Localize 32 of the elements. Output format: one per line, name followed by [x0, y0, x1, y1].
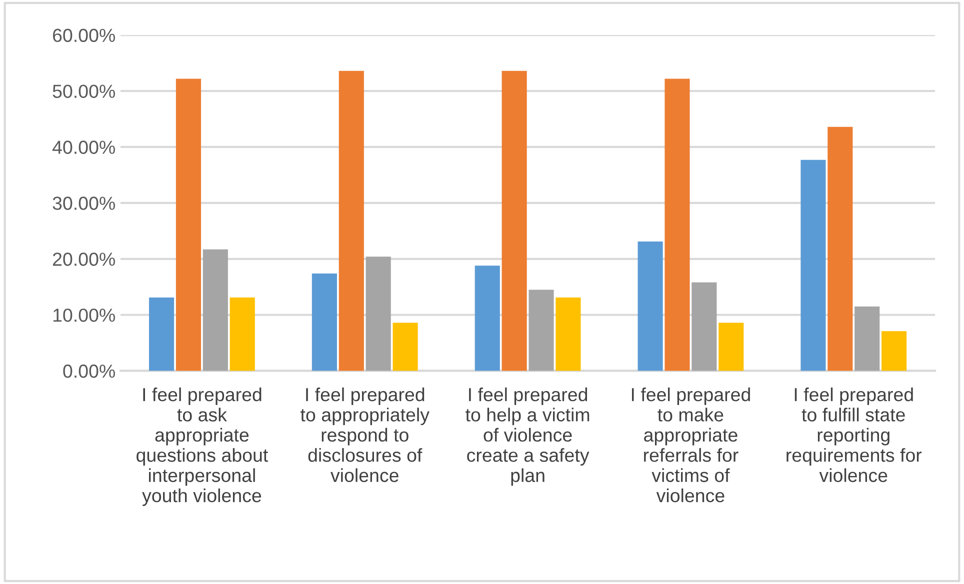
y-tick-label: 0.00%: [63, 364, 115, 378]
bar: [556, 298, 581, 371]
x-tick-label: I feel prepared to fulfill state reporting requirements for violence: [786, 388, 922, 482]
bar: [800, 160, 826, 371]
bar: [528, 290, 554, 371]
bar: [230, 298, 255, 371]
bar: [692, 282, 717, 371]
bar: [176, 78, 202, 371]
bar: [664, 78, 690, 371]
y-tick-label: 20.00%: [52, 252, 115, 266]
bar: [474, 266, 500, 371]
y-tick-label: 50.00%: [52, 84, 115, 98]
bar: [312, 273, 337, 371]
bar: [854, 306, 880, 371]
bar: [828, 126, 853, 371]
x-tick-label: I feel prepared to make appropriate referrals for victims of violence: [632, 388, 750, 502]
bar: [366, 256, 391, 371]
x-tick-label: I feel prepared to ask appropriate questions about interpersonal youth violence: [136, 388, 268, 506]
x-tick-label: I feel prepared to help a victim of violence create a safety plan: [466, 388, 590, 486]
bar: [202, 249, 228, 371]
y-tick-label: 30.00%: [52, 196, 115, 210]
y-tick-label: 60.00%: [53, 28, 115, 42]
y-tick-label: 10.00%: [53, 308, 115, 322]
bar: [502, 70, 527, 371]
bar: [638, 242, 663, 371]
bar: [718, 322, 744, 371]
bar: [338, 70, 364, 371]
bar: [882, 331, 907, 371]
bar: [392, 322, 418, 371]
bar: [149, 298, 174, 371]
y-tick-label: 40.00%: [52, 140, 115, 154]
x-tick-label: I feel prepared to appropriately respond to disclosures of violence: [300, 388, 430, 482]
